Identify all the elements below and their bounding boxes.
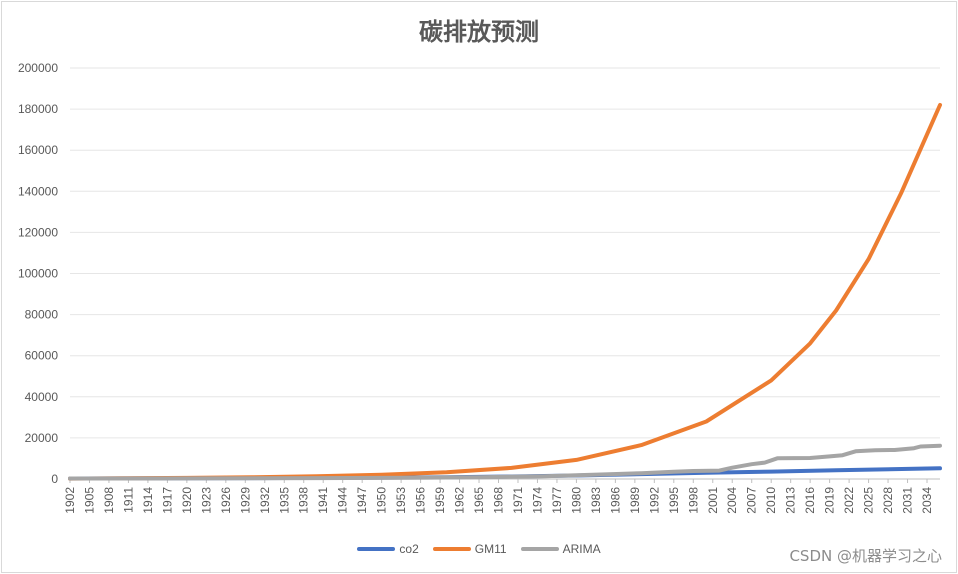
series-lines (68, 103, 942, 481)
watermark-text: CSDN @机器学习之心 (789, 547, 942, 565)
x-tick-label: 2028 (881, 487, 895, 514)
chart-title: 碳排放预测 (419, 18, 539, 46)
x-tick-label: 1977 (550, 487, 564, 514)
series-line-gm11 (68, 103, 942, 481)
x-tick-label: 1956 (414, 487, 428, 514)
gridlines (70, 67, 940, 480)
x-tick-label: 1911 (121, 487, 135, 513)
y-tick-label: 160000 (18, 143, 58, 157)
x-tick-label: 1947 (355, 487, 369, 514)
y-tick-label: 20000 (25, 431, 59, 445)
x-tick-label: 1968 (492, 487, 506, 514)
series-line-arima (68, 443, 942, 481)
x-tick-label: 1983 (589, 487, 603, 514)
x-tick-label: 2001 (706, 487, 720, 514)
x-tick-label: 2034 (920, 487, 934, 514)
x-tick-label: 1953 (394, 487, 408, 514)
x-tick-label: 2010 (764, 487, 778, 514)
x-tick-label: 1917 (160, 487, 174, 514)
y-tick-label: 180000 (18, 102, 58, 116)
y-tick-label: 60000 (25, 349, 59, 363)
x-tick-label: 2031 (901, 487, 915, 514)
x-tick-label: 1950 (375, 487, 389, 514)
y-tick-label: 40000 (25, 390, 59, 404)
y-tick-label: 0 (51, 472, 58, 486)
x-tick-label: 1932 (258, 487, 272, 514)
y-tick-label: 120000 (18, 225, 58, 239)
legend-label-co2: co2 (399, 542, 419, 556)
x-tick-label: 1914 (141, 487, 155, 514)
x-tick-label: 1986 (608, 487, 622, 514)
x-tick-label: 1905 (82, 487, 96, 514)
legend-swatch-arima (520, 547, 559, 551)
x-tick-label: 1926 (219, 487, 233, 514)
x-tick-label: 1902 (63, 487, 77, 514)
x-tick-label: 1971 (511, 487, 525, 514)
x-tick-label: 1989 (628, 487, 642, 514)
x-tick-label: 1941 (316, 487, 330, 514)
x-tick-label: 1929 (238, 487, 252, 514)
x-tick-label: 1992 (647, 487, 661, 514)
x-tick-label: 1959 (433, 487, 447, 514)
x-tick-label: 1965 (472, 487, 486, 514)
x-tick-label: 1923 (199, 487, 213, 514)
legend-item-co2[interactable]: co2 (357, 542, 419, 556)
x-tick-label: 2022 (842, 487, 856, 514)
y-tick-label: 100000 (18, 267, 58, 281)
legend-label-arima: ARIMA (562, 542, 601, 556)
x-tick-label: 2004 (725, 487, 739, 514)
legend-item-arima[interactable]: ARIMA (520, 542, 601, 556)
legend-swatch-gm11 (432, 547, 471, 551)
x-axis-ticks: 1902 1905 1908 1911 1914 1917 1920 1923 1926 1929… (63, 479, 934, 514)
x-tick-label: 1995 (667, 487, 681, 514)
x-tick-label: 1935 (277, 487, 291, 514)
legend-label-gm11: GM11 (474, 542, 507, 556)
legend-item-gm11[interactable]: GM11 (432, 542, 507, 556)
x-tick-label: 2013 (784, 487, 798, 514)
y-axis-ticks: 0 20000 40000 60000 80000 100000 120000 140000 1… (18, 61, 58, 486)
x-tick-label: 1920 (180, 487, 194, 514)
x-tick-label: 2007 (745, 487, 759, 514)
x-tick-label: 2019 (823, 487, 837, 514)
x-tick-label: 2016 (803, 487, 817, 514)
x-tick-label: 1980 (569, 487, 583, 514)
y-tick-label: 140000 (18, 184, 58, 198)
legend-swatch-co2 (357, 547, 396, 551)
x-tick-label: 2025 (862, 487, 876, 514)
y-tick-label: 200000 (18, 61, 58, 75)
x-tick-label: 1962 (453, 487, 467, 514)
x-tick-label: 1974 (530, 487, 544, 514)
y-tick-label: 80000 (25, 308, 59, 322)
legend: co2 GM11 ARIMA (0, 540, 958, 558)
x-tick-label: 1998 (686, 487, 700, 514)
x-tick-label: 1908 (102, 487, 116, 514)
x-tick-label: 1944 (336, 487, 350, 514)
x-tick-label: 1938 (297, 487, 311, 514)
